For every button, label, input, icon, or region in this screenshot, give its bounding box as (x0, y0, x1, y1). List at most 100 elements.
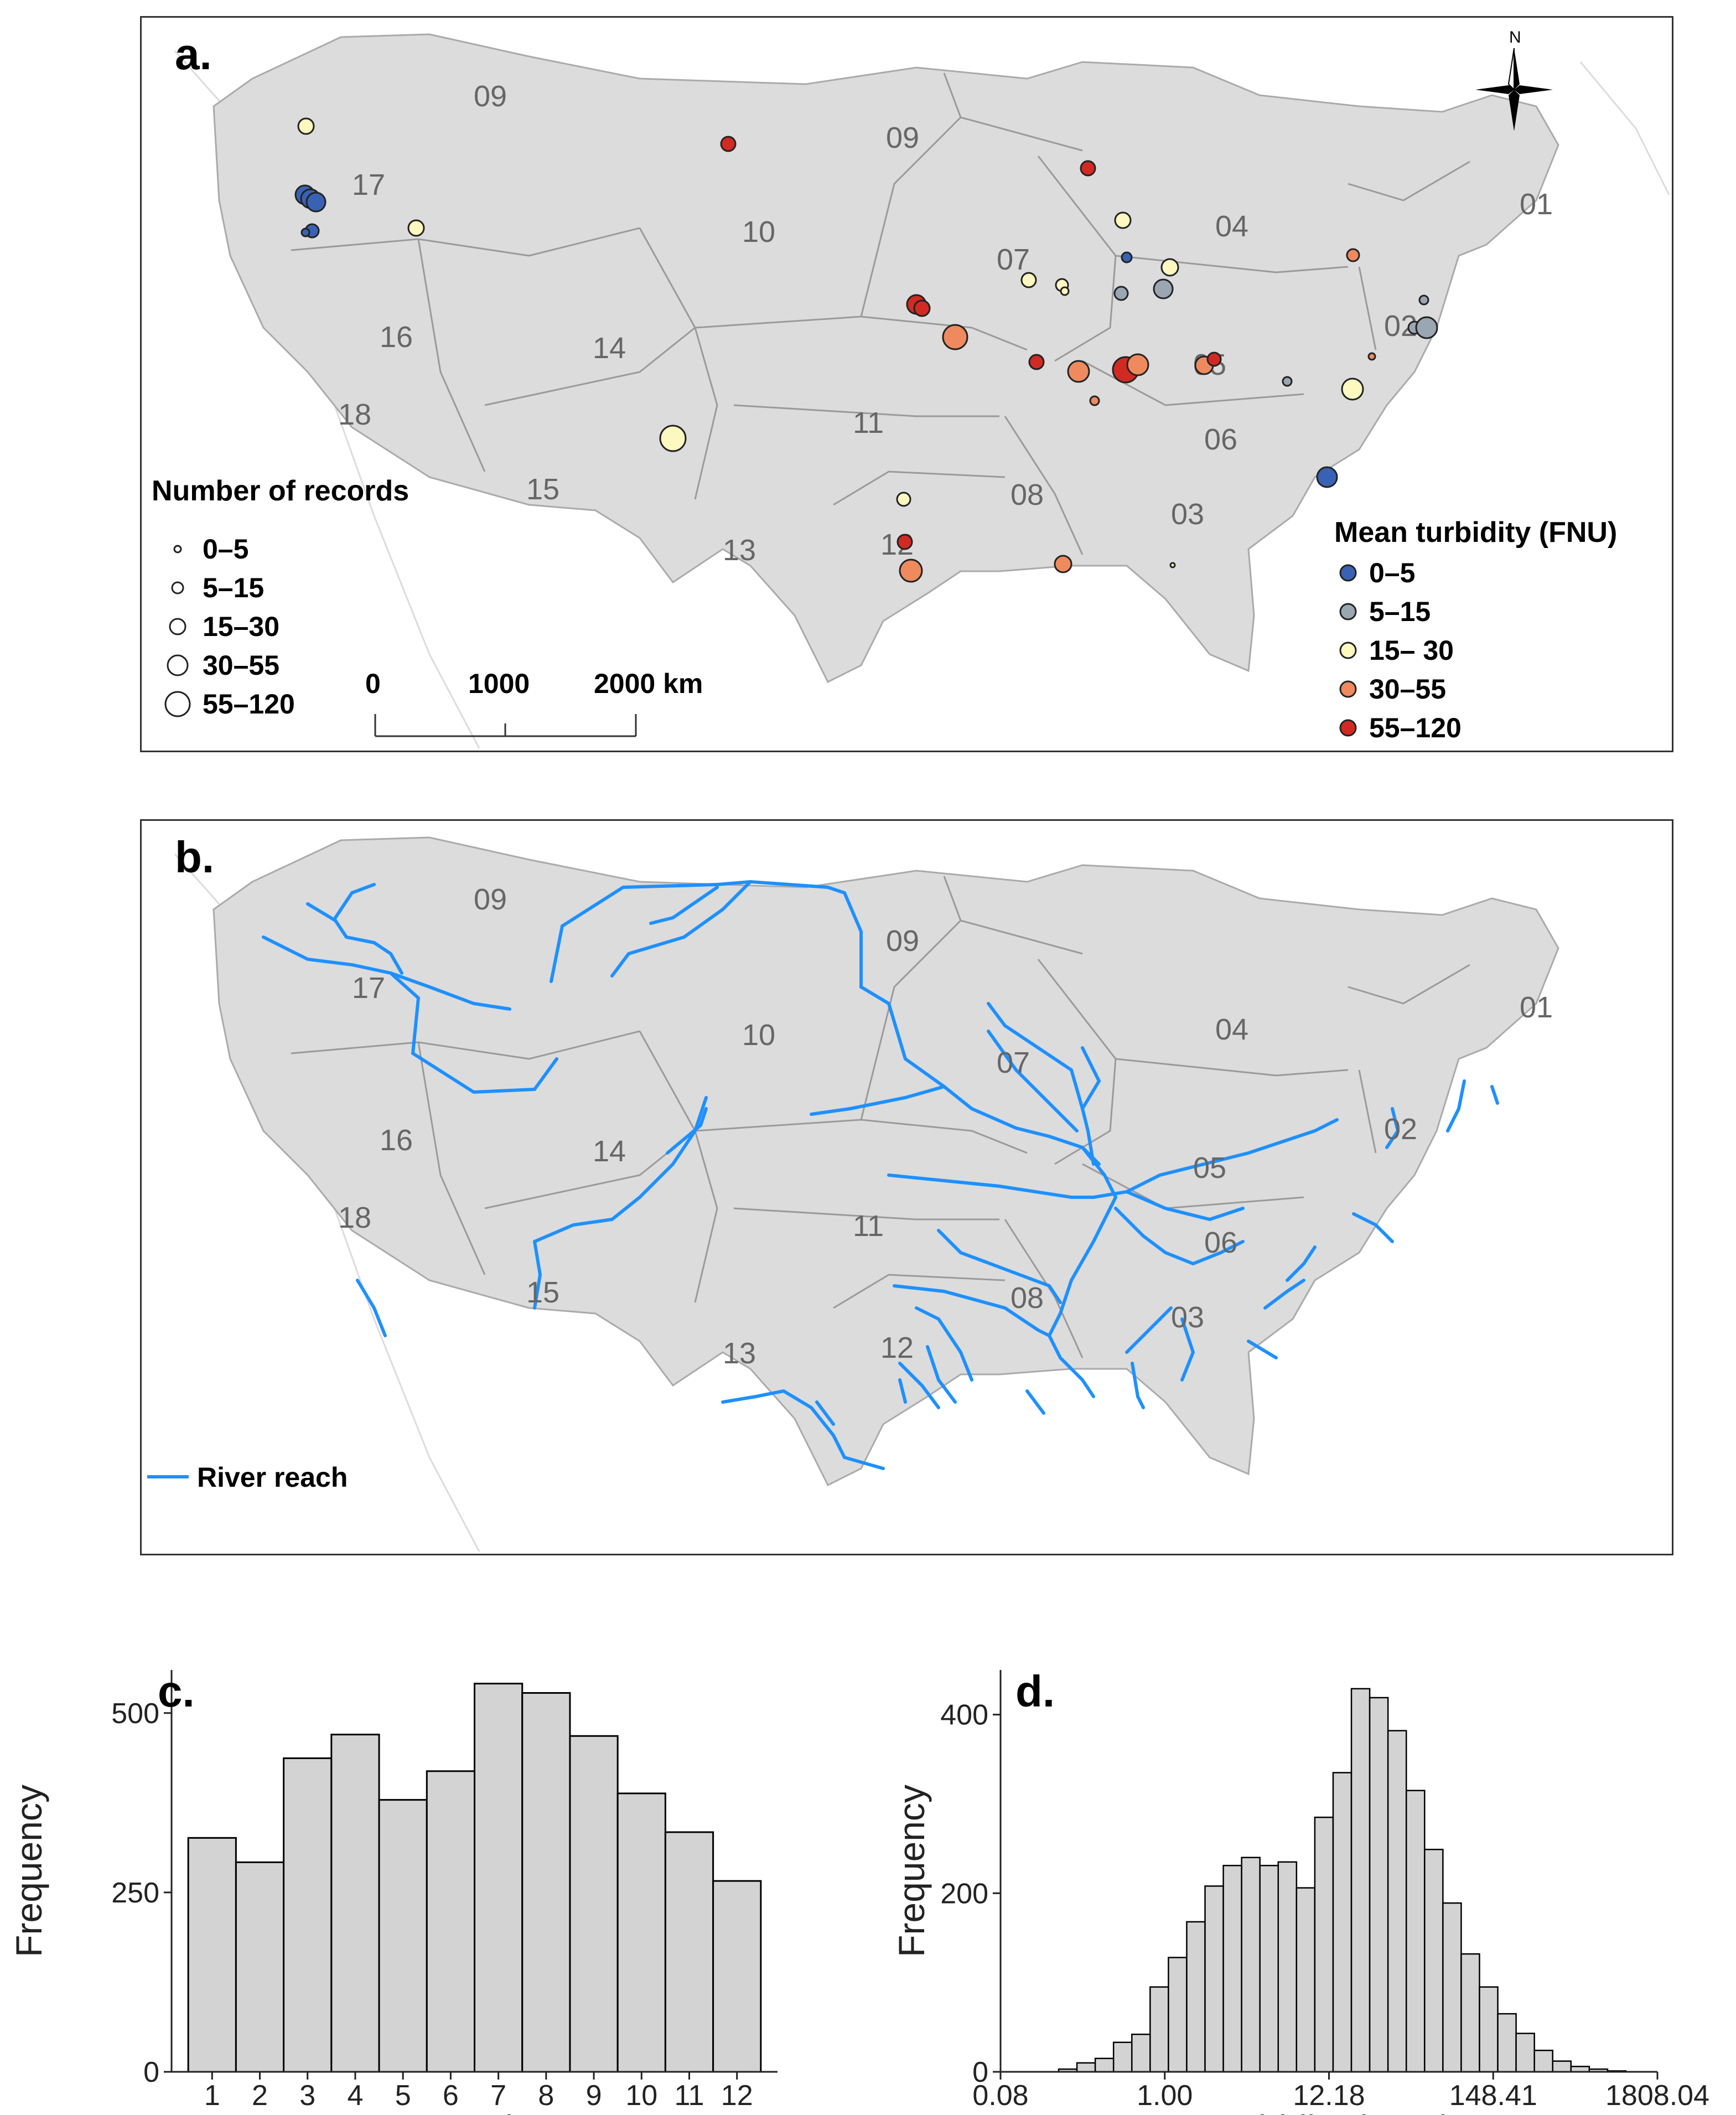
river-reaches (262, 880, 1499, 1470)
region-label-07: 07 (997, 1046, 1030, 1079)
x-tick-label: 1.00 (1137, 2080, 1193, 2112)
histogram-bar (235, 1861, 285, 2073)
site-marker (1113, 286, 1129, 301)
region-label-08: 08 (1010, 478, 1044, 511)
histogram-bar (283, 1757, 333, 2073)
histogram-bar (569, 1735, 619, 2073)
x-tick-label: 8 (538, 2080, 554, 2112)
region-label-09b: 09 (886, 121, 919, 154)
site-marker (1415, 316, 1438, 339)
x-tick-label: 0.08 (972, 2080, 1028, 2112)
site-marker (1341, 378, 1364, 401)
histogram-bar (1332, 1772, 1352, 2073)
site-marker (896, 534, 913, 550)
region-label-14: 14 (593, 332, 626, 365)
histogram-bar (1222, 1865, 1242, 2073)
site-marker (1028, 354, 1045, 370)
scale-label: 0 (365, 668, 381, 699)
site-marker (659, 425, 687, 452)
histogram-bar (1112, 2041, 1133, 2073)
color-legend-item: 30–55 (1369, 674, 1446, 705)
month-histogram: 1234567891011120250500MonthFrequency (8, 1670, 778, 2115)
site-marker (407, 219, 425, 237)
site-marker (1346, 248, 1360, 262)
color-legend-swatch (1339, 680, 1357, 698)
site-marker (297, 117, 315, 135)
size-legend-swatch (164, 691, 191, 717)
y-tick-label: 200 (940, 1878, 988, 1910)
histogram-bar (1533, 2050, 1553, 2073)
region-label-11: 11 (853, 406, 884, 439)
histogram-bar (1387, 1730, 1407, 2073)
region-label-13: 13 (723, 1337, 756, 1370)
histogram-bar (474, 1683, 524, 2073)
site-marker (896, 492, 911, 507)
histogram-bar (1350, 1688, 1371, 2073)
x-tick-label: 10 (625, 2080, 657, 2112)
region-label-08: 08 (1010, 1281, 1044, 1315)
site-marker (1020, 272, 1037, 288)
size-legend-swatch (169, 618, 186, 635)
size-legend-item: 15–30 (203, 611, 279, 642)
region-label-15: 15 (526, 473, 559, 506)
x-tick-label: 11 (674, 2080, 704, 2112)
region-label-01: 01 (1520, 188, 1553, 221)
size-legend-swatch (171, 581, 184, 594)
color-legend-swatch (1339, 603, 1357, 620)
size-legend-item: 5–15 (203, 572, 264, 603)
histogram-bar (1076, 2062, 1096, 2073)
site-marker (1080, 160, 1096, 177)
region-label-11: 11 (853, 1209, 884, 1243)
histogram-bar (1094, 2057, 1115, 2073)
site-marker (720, 136, 737, 152)
panel-label-c: c. (158, 1667, 195, 1716)
size-legend-item: 0–5 (203, 534, 248, 565)
site-marker (1114, 211, 1132, 229)
region-label-02: 02 (1384, 1113, 1417, 1146)
site-marker (1121, 251, 1133, 263)
size-legend-swatch (167, 654, 189, 676)
site-marker (899, 559, 923, 583)
size-legend-item: 55–120 (203, 689, 295, 720)
histogram-bar (1277, 1861, 1298, 2073)
size-legend-title: Number of records (152, 475, 409, 507)
x-tick-label: 3 (299, 2080, 315, 2112)
histogram-bar (1131, 2033, 1151, 2073)
region-label-17: 17 (352, 971, 385, 1005)
size-legend-swatch (173, 545, 182, 554)
histogram-bar (1424, 1849, 1444, 2073)
histogram-bar (521, 1692, 571, 2073)
x-tick-label: 1 (204, 2080, 220, 2112)
region-label-17: 17 (352, 168, 385, 201)
region-label-14: 14 (593, 1135, 626, 1168)
histogram-bar (1204, 1885, 1224, 2073)
north-label: N (1509, 28, 1521, 46)
site-marker (1206, 351, 1222, 367)
region-label-10: 10 (742, 215, 775, 249)
site-marker (1060, 286, 1070, 296)
x-tick-label: 12 (721, 2080, 753, 2112)
region-label-10: 10 (742, 1018, 775, 1052)
histogram-bar (1442, 1902, 1462, 2073)
map-panel-b: 01 02 03 04 05 06 07 08 09 09 10 11 12 1… (140, 819, 1673, 1555)
site-marker (1153, 278, 1174, 299)
x-tick-label: 2 (252, 2080, 268, 2112)
region-label-03: 03 (1171, 1301, 1204, 1334)
compass-rose-icon: N (1475, 28, 1553, 131)
x-tick-label: 5 (395, 2080, 411, 2112)
histogram-bar (1241, 1857, 1261, 2073)
site-marker (1126, 353, 1149, 376)
y-tick-label: 500 (111, 1698, 159, 1730)
panel-label-b: b. (175, 832, 215, 882)
histogram-bar (1460, 1953, 1480, 2073)
size-legend-item: 30–55 (203, 650, 279, 681)
histogram-bar (187, 1837, 237, 2073)
x-tick-label: 12.18 (1293, 2080, 1365, 2112)
histogram-bar (1295, 1887, 1316, 2073)
panel-label-a: a. (175, 29, 212, 79)
histogram-bar (1314, 1816, 1334, 2073)
river-legend-label: River reach (197, 1462, 348, 1493)
region-label-04: 04 (1215, 210, 1248, 243)
histogram-bar (1168, 1957, 1188, 2073)
map-panel-a: 01 02 03 04 05 06 07 08 09 09 10 11 12 1… (140, 16, 1673, 752)
